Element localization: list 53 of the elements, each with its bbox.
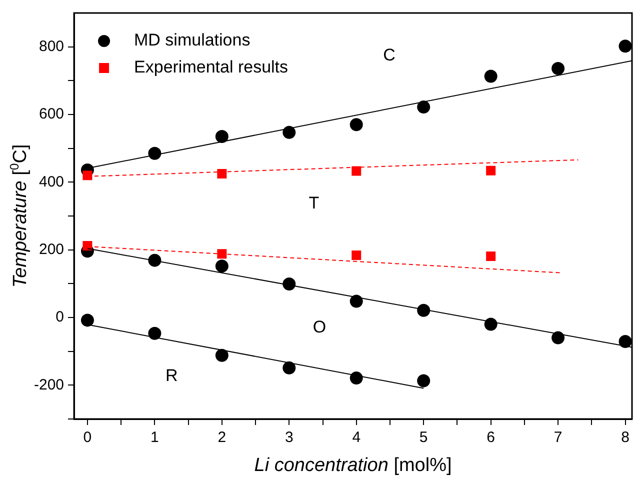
x-tick-label: 6 xyxy=(486,429,495,446)
point xyxy=(350,372,363,385)
point xyxy=(282,278,296,291)
y-tick-label: 0 xyxy=(56,308,64,326)
point xyxy=(148,326,162,340)
point xyxy=(352,250,362,260)
x-axis-title: Li concentration [mol%] xyxy=(254,455,452,476)
point xyxy=(484,70,498,83)
point xyxy=(217,249,227,259)
point xyxy=(148,254,162,267)
point xyxy=(148,146,162,160)
point xyxy=(552,62,565,75)
x-tick-label: 2 xyxy=(218,429,226,446)
point xyxy=(417,304,430,317)
x-tick-label: 8 xyxy=(621,429,630,446)
point xyxy=(215,130,228,143)
point xyxy=(215,348,228,362)
y-tick-label: 800 xyxy=(38,38,64,55)
y-tick-label: 400 xyxy=(38,173,64,190)
annotation: O xyxy=(312,317,326,336)
legend-label: Experimental results xyxy=(134,58,288,77)
x-tick-label: 3 xyxy=(284,429,294,446)
point xyxy=(82,170,92,180)
point xyxy=(282,126,296,139)
point xyxy=(80,314,94,327)
x-tick-label: 1 xyxy=(150,429,159,446)
y-tick-label: -200 xyxy=(34,376,64,394)
x-tick-label: 7 xyxy=(554,429,562,446)
y-tick-label: 600 xyxy=(38,106,64,123)
x-tick-label: 4 xyxy=(352,429,361,446)
annotation: R xyxy=(166,366,178,386)
point xyxy=(417,374,430,388)
x-tick-label: 0 xyxy=(83,429,92,446)
point xyxy=(618,335,632,348)
x-tick-label: 5 xyxy=(419,429,428,446)
point xyxy=(282,361,296,374)
point xyxy=(486,166,496,176)
point xyxy=(352,166,362,176)
y-tick-label: 200 xyxy=(38,240,64,258)
point xyxy=(350,118,363,132)
annotation: C xyxy=(383,45,396,64)
point xyxy=(486,252,496,262)
legend-label: MD simulations xyxy=(134,30,250,50)
point xyxy=(350,294,363,308)
point xyxy=(552,331,565,344)
annotation: T xyxy=(308,194,320,213)
point xyxy=(215,260,228,273)
y-axis-title: Temperature [0C] xyxy=(7,144,31,288)
point xyxy=(217,168,227,178)
point xyxy=(417,100,430,114)
point xyxy=(484,318,498,331)
point xyxy=(618,40,632,53)
point xyxy=(82,241,92,251)
